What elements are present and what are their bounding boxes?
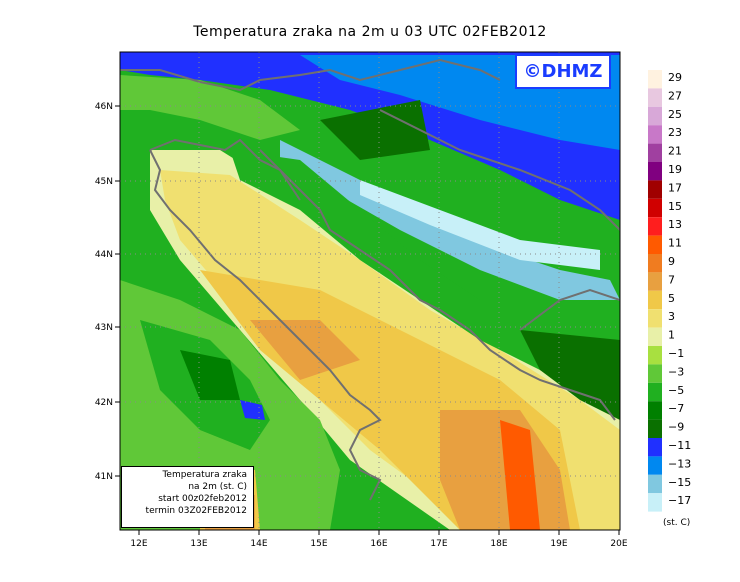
legend-swatch [648, 162, 662, 181]
color-legend: 29 27 25 23 21 19 17 15 13 11 9 7 5 3 1 −1 −3 −5 −7 −9 −11 −1… [648, 70, 691, 512]
legend-swatch [648, 180, 662, 199]
lon-label: 12E [130, 539, 147, 549]
legend-swatch [648, 493, 662, 512]
legend-swatch [648, 217, 662, 236]
legend-label: 13 [668, 218, 682, 231]
legend-swatch [648, 88, 662, 107]
legend-swatch [648, 419, 662, 438]
legend-label: 21 [668, 145, 682, 158]
info-box: Temperatura zraka na 2m (st. C) start 00… [121, 466, 254, 528]
legend-label: −15 [668, 476, 691, 489]
legend-label: 23 [668, 126, 682, 139]
lon-label: 20E [610, 539, 627, 549]
map-title: Temperatura zraka na 2m u 03 UTC 02FEB20… [193, 24, 547, 40]
legend-label: −9 [668, 421, 684, 434]
legend-label: −13 [668, 457, 691, 470]
legend-swatch [648, 106, 662, 126]
legend-swatch [648, 327, 662, 346]
lon-label: 13E [190, 539, 207, 549]
legend-swatch [648, 401, 662, 420]
legend-swatch [648, 346, 662, 365]
lat-label: 42N [95, 398, 113, 408]
dhmz-logo: ©DHMZ [515, 54, 611, 89]
info-line: termin 03Z02FEB2012 [145, 506, 247, 516]
lat-label: 45N [95, 177, 113, 187]
legend-swatch [648, 364, 662, 383]
coastline-borders [120, 58, 620, 501]
lat-label: 43N [95, 323, 113, 333]
lat-lon-grid [120, 52, 620, 530]
legend-swatch [648, 235, 662, 254]
legend-label: −3 [668, 365, 684, 378]
legend-unit: (st. C) [663, 518, 691, 528]
legend-label: −7 [668, 402, 684, 415]
legend-label: 19 [668, 163, 682, 176]
legend-label: 9 [668, 255, 675, 268]
legend-swatch [648, 309, 662, 328]
legend-swatch [648, 272, 662, 291]
legend-swatch [648, 143, 662, 162]
info-line: start 00z02feb2012 [158, 494, 247, 504]
legend-label: −17 [668, 494, 691, 507]
legend-label: −11 [668, 439, 691, 452]
legend-swatch [648, 382, 662, 402]
legend-swatch [648, 198, 662, 218]
lon-labels: 12E 13E 14E 15E 16E 17E 18E 19E 20E [130, 539, 627, 549]
lon-label: 14E [250, 539, 267, 549]
legend-swatch [648, 254, 662, 273]
map-frame [119, 51, 621, 531]
lon-label: 19E [550, 539, 567, 549]
legend-swatch [648, 438, 662, 457]
info-line: Temperatura zraka [162, 470, 247, 480]
legend-label: 17 [668, 181, 682, 194]
legend-swatch [648, 474, 662, 494]
lat-label: 46N [95, 102, 113, 112]
legend-swatch [648, 456, 662, 475]
lon-label: 16E [370, 539, 387, 549]
lon-label: 17E [430, 539, 447, 549]
legend-label: 15 [668, 200, 682, 213]
lon-label: 18E [490, 539, 507, 549]
legend-label: −1 [668, 347, 684, 360]
lat-label: 44N [95, 250, 113, 260]
legend-swatch [648, 70, 662, 89]
legend-label: 3 [668, 310, 675, 323]
legend-label: 7 [668, 273, 675, 286]
legend-label: 5 [668, 292, 675, 305]
legend-label: 25 [668, 108, 682, 121]
lat-label: 41N [95, 472, 113, 482]
lat-labels: 46N 45N 44N 43N 42N 41N [95, 102, 113, 482]
legend-label: 29 [668, 71, 682, 84]
legend-swatch [648, 290, 662, 310]
legend-label: 1 [668, 329, 675, 342]
legend-label: 11 [668, 237, 682, 250]
legend-label: −5 [668, 384, 684, 397]
info-line: na 2m (st. C) [188, 482, 247, 492]
temperature-field [120, 52, 620, 530]
lon-label: 15E [310, 539, 327, 549]
tick-marks [115, 105, 620, 535]
legend-swatch [648, 125, 662, 144]
legend-label: 27 [668, 89, 682, 102]
